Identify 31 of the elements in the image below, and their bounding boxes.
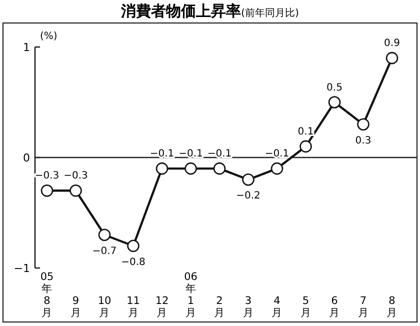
data-label: −0.3 bbox=[34, 170, 60, 182]
chart-subtitle: (前年同月比) bbox=[241, 7, 299, 19]
y-tick-label: 1 bbox=[23, 41, 30, 54]
data-label: −0.1 bbox=[264, 148, 290, 160]
data-label: −0.1 bbox=[207, 148, 232, 160]
data-label: 0.3 bbox=[355, 135, 372, 146]
data-label: −0.3 bbox=[64, 170, 88, 182]
y-tick-label: 0 bbox=[23, 152, 30, 164]
y-tick-label: −1 bbox=[14, 262, 30, 275]
x-tick-label: 12月 bbox=[155, 295, 169, 319]
data-label: 0.1 bbox=[298, 126, 314, 138]
x-tick-label: 9月 bbox=[70, 295, 82, 319]
data-label: −0.1 bbox=[178, 148, 203, 160]
x-tick-label: 5月 bbox=[300, 295, 312, 319]
y-axis-title: (%) bbox=[40, 31, 58, 42]
x-tick-label: 7月 bbox=[358, 295, 369, 319]
x-tick-label: 10月 bbox=[98, 295, 112, 319]
x-tick-label: 3月 bbox=[242, 295, 254, 319]
x-tick-label: 4月 bbox=[272, 295, 282, 319]
x-tick-label: 11月 bbox=[126, 295, 140, 319]
data-label: −0.1 bbox=[150, 148, 174, 160]
data-label: 0.5 bbox=[326, 82, 342, 94]
x-tick-label: 06年1月 bbox=[184, 271, 198, 319]
x-tick-label: 05年8月 bbox=[40, 271, 54, 319]
data-label: 0.9 bbox=[384, 38, 400, 50]
x-tick-label: 2月 bbox=[214, 295, 225, 319]
data-label: −0.2 bbox=[236, 190, 260, 202]
x-tick-label: 6月 bbox=[329, 295, 340, 319]
data-label: −0.7 bbox=[92, 246, 117, 257]
x-tick-label: 8月 bbox=[386, 295, 398, 319]
data-label: −0.8 bbox=[121, 256, 146, 268]
